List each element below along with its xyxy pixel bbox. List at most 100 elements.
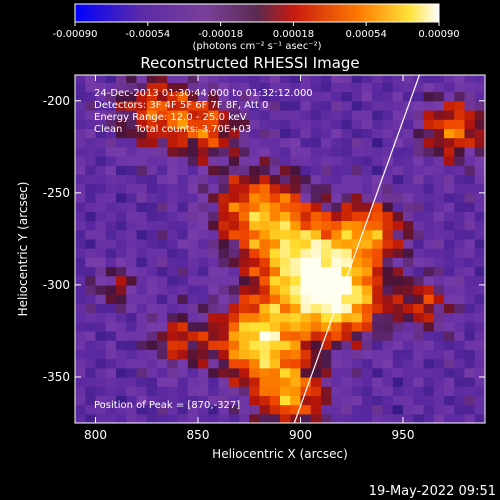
- heatmap-cell: [239, 275, 250, 286]
- heatmap-cell: [413, 183, 425, 194]
- heatmap-cell: [433, 349, 445, 360]
- heatmap-cell: [310, 386, 322, 396]
- heatmap-cell: [177, 229, 189, 240]
- heatmap-cell: [167, 174, 179, 185]
- heatmap-cell: [198, 91, 209, 102]
- heatmap-cell: [187, 192, 199, 203]
- heatmap-cell: [167, 275, 179, 286]
- heatmap-cell: [321, 165, 332, 176]
- heatmap-cell: [280, 75, 291, 83]
- heatmap-cell: [105, 119, 117, 129]
- heatmap-cell: [157, 192, 168, 203]
- heatmap-cell: [382, 174, 394, 185]
- heatmap-cell: [321, 100, 332, 111]
- heatmap-cell: [218, 248, 230, 258]
- heatmap-cell: [464, 312, 476, 323]
- heatmap-cell: [239, 294, 250, 304]
- heatmap-cell: [218, 395, 230, 406]
- heatmap-cell: [474, 109, 485, 120]
- heatmap-cell: [269, 404, 281, 415]
- heatmap-cell: [280, 165, 291, 176]
- heatmap-cell: [146, 257, 158, 268]
- heatmap-cell: [105, 386, 117, 396]
- heatmap-cell: [95, 275, 107, 286]
- heatmap-cell: [126, 312, 138, 323]
- heatmap-cell: [433, 376, 445, 387]
- heatmap-cell: [167, 294, 179, 304]
- heatmap-cell: [474, 312, 485, 323]
- heatmap-cell: [269, 165, 281, 176]
- heatmap-cell: [403, 386, 414, 396]
- heatmap-cell: [403, 284, 414, 295]
- heatmap-cell: [85, 156, 97, 166]
- heatmap-cell: [157, 376, 168, 387]
- heatmap-cell: [362, 202, 373, 212]
- heatmap-cell: [454, 275, 466, 286]
- heatmap-cell: [382, 413, 394, 423]
- heatmap-cell: [116, 128, 127, 139]
- heatmap-cell: [433, 257, 445, 268]
- heatmap-cell: [198, 413, 209, 423]
- heatmap-cell: [454, 284, 466, 295]
- heatmap-cell: [136, 183, 148, 194]
- plot-frame: [74, 74, 486, 424]
- heatmap-cell: [126, 395, 138, 406]
- heatmap-cell: [321, 266, 332, 277]
- heatmap-cell: [167, 211, 179, 222]
- heatmap-cell: [105, 294, 117, 304]
- heatmap-cell: [228, 119, 240, 129]
- heatmap-cell: [372, 128, 384, 139]
- heatmap-cell: [300, 395, 312, 406]
- heatmap-cell: [351, 211, 363, 222]
- heatmap-cell: [177, 303, 189, 314]
- heatmap-cell: [105, 358, 117, 369]
- heatmap-cell: [290, 266, 302, 277]
- heatmap-cell: [95, 266, 107, 277]
- heatmap-cell: [310, 257, 322, 268]
- heatmap-cell: [116, 146, 127, 157]
- heatmap-cell: [177, 82, 189, 93]
- heatmap-cell: [239, 284, 250, 295]
- heatmap-cell: [157, 321, 168, 332]
- heatmap-cell: [321, 303, 332, 314]
- heatmap-cell: [167, 303, 179, 314]
- heatmap-cell: [146, 91, 158, 102]
- heatmap-cell: [464, 174, 476, 185]
- heatmap-cell: [341, 340, 353, 350]
- heatmap-cell: [187, 386, 199, 396]
- heatmap-cell: [423, 376, 435, 387]
- heatmap-cell: [239, 248, 250, 258]
- heatmap-cell: [239, 238, 250, 249]
- heatmap-cell: [187, 321, 199, 332]
- heatmap-cell: [444, 395, 455, 406]
- heatmap-cell: [362, 358, 373, 369]
- heatmap-cell: [239, 128, 250, 139]
- heatmap-cell: [454, 248, 466, 258]
- heatmap-cell: [228, 367, 240, 378]
- heatmap-cell: [474, 119, 485, 129]
- heatmap-cell: [177, 312, 189, 323]
- heatmap-cell: [95, 128, 107, 139]
- annotation-time-range: 24-Dec-2013 01:30:44.000 to 01:32:12.000: [94, 88, 313, 99]
- heatmap-cell: [177, 321, 189, 332]
- heatmap-cell: [382, 229, 394, 240]
- heatmap-cell: [310, 109, 322, 120]
- heatmap-cell: [382, 303, 394, 314]
- heatmap-cell: [310, 395, 322, 406]
- heatmap-cell: [95, 303, 107, 314]
- heatmap-cell: [372, 137, 384, 148]
- heatmap-cell: [423, 404, 435, 415]
- heatmap-cell: [75, 156, 86, 166]
- heatmap-cell: [331, 266, 343, 277]
- heatmap-cell: [218, 284, 230, 295]
- heatmap-cell: [198, 183, 209, 194]
- heatmap-cell: [351, 266, 363, 277]
- heatmap-cell: [464, 395, 476, 406]
- heatmap-cell: [75, 91, 86, 102]
- heatmap-cell: [136, 395, 148, 406]
- heatmap-cell: [259, 91, 271, 102]
- heatmap-cell: [208, 238, 220, 249]
- heatmap-cell: [146, 284, 158, 295]
- heatmap-cell: [321, 376, 332, 387]
- heatmap-cell: [146, 109, 158, 120]
